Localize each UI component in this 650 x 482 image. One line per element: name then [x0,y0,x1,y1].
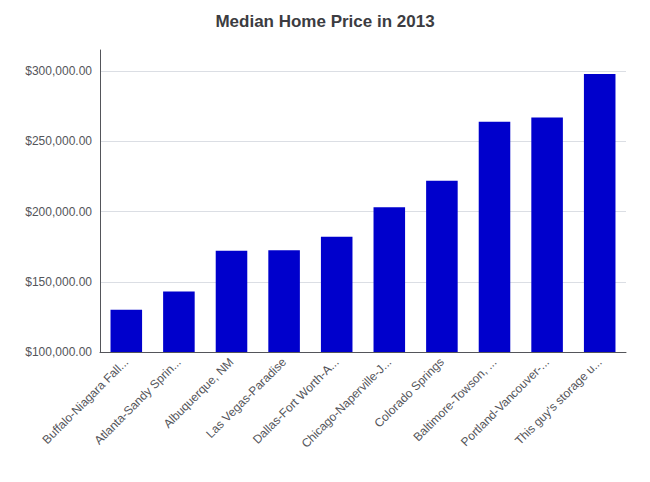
svg-text:$250,000.00: $250,000.00 [25,134,92,148]
svg-text:Albuquerque, NM: Albuquerque, NM [160,355,237,431]
svg-text:Portland-Vancouver-...: Portland-Vancouver-... [458,355,552,449]
svg-text:Median Home Price in 2013: Median Home Price in 2013 [215,12,434,31]
svg-text:$300,000.00: $300,000.00 [25,64,92,78]
svg-text:$150,000.00: $150,000.00 [25,275,92,289]
svg-text:Atlanta-Sandy Sprin...: Atlanta-Sandy Sprin... [92,355,184,447]
svg-text:Colorado Springs: Colorado Springs [371,355,447,431]
svg-text:This guy's storage u...: This guy's storage u... [512,355,605,448]
svg-text:Dallas-Fort Worth-A...: Dallas-Fort Worth-A... [250,355,342,447]
svg-text:Chicago-Naperville-J...: Chicago-Naperville-J... [299,355,395,451]
svg-text:Buffalo-Niagara Fall...: Buffalo-Niagara Fall... [40,355,132,447]
svg-text:$100,000.00: $100,000.00 [25,345,92,359]
svg-text:$200,000.00: $200,000.00 [25,205,92,219]
svg-text:Las Vegas-Paradise: Las Vegas-Paradise [203,355,289,441]
svg-text:Baltimore-Towson, ...: Baltimore-Towson, ... [410,355,500,445]
